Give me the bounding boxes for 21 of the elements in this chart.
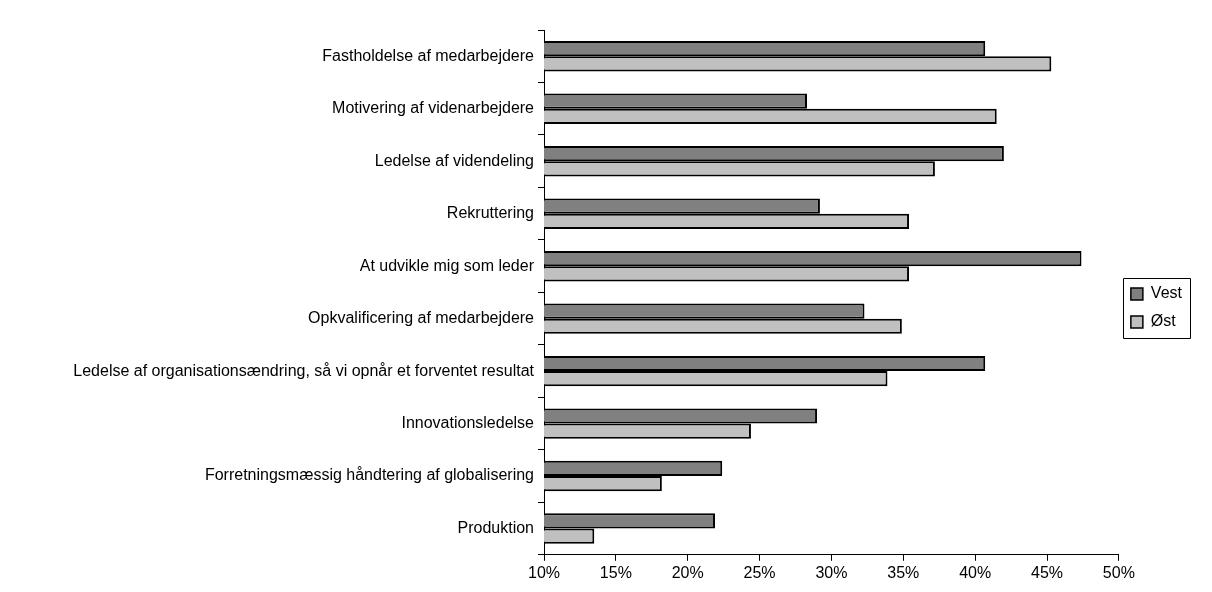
x-tick-label: 35% [887, 563, 920, 581]
y-tick-label: Forretningsmæssig håndtering af globalisering [204, 466, 534, 484]
y-tick-label: Opkvalificering af medarbejdere [308, 309, 535, 327]
y-tick-label: Produktion [457, 518, 534, 536]
y-tick-label: Fastholdelse af medarbejdere [322, 46, 535, 64]
y-tick-label: Innovationsledelse [401, 414, 535, 432]
y-tick-label: At udvikle mig som leder [359, 256, 535, 274]
x-tick-label: 45% [1030, 563, 1064, 581]
x-tick-label: 30% [815, 563, 848, 581]
x-tick-label: 10% [527, 563, 561, 581]
x-tick-label: 15% [599, 563, 632, 581]
x-tick-label: 50% [1102, 563, 1135, 581]
y-tick-label: Rekruttering [446, 204, 534, 222]
legend-label: Vest [1150, 284, 1183, 302]
y-tick-label: Motivering af videnarbejdere [332, 99, 535, 117]
y-tick-label: Ledelse af organisationsændring, så vi opnår et forventet resultat [73, 361, 535, 379]
x-tick-label: 20% [671, 563, 704, 581]
legend-label: Øst [1150, 312, 1177, 330]
x-tick-label: 25% [743, 563, 776, 581]
x-tick-label: 40% [959, 563, 992, 581]
y-tick-label: Ledelse af videndeling [374, 151, 534, 169]
